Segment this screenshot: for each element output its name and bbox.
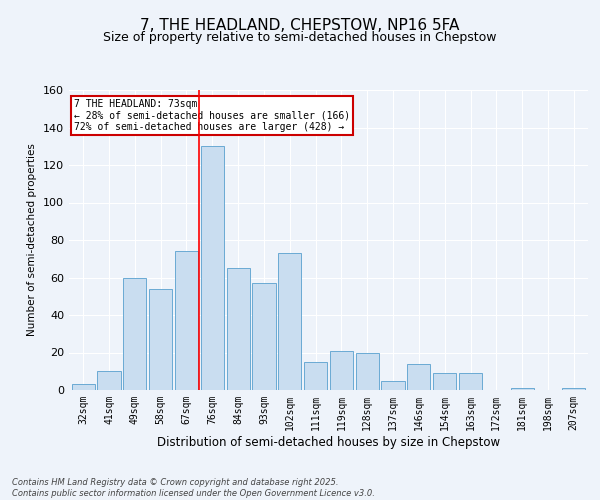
Bar xyxy=(97,371,121,390)
Text: Size of property relative to semi-detached houses in Chepstow: Size of property relative to semi-detach… xyxy=(103,31,497,44)
Bar xyxy=(71,384,95,390)
Bar xyxy=(562,388,586,390)
Bar xyxy=(227,268,250,390)
Text: 7, THE HEADLAND, CHEPSTOW, NP16 5FA: 7, THE HEADLAND, CHEPSTOW, NP16 5FA xyxy=(140,18,460,32)
Bar xyxy=(433,373,457,390)
Bar xyxy=(123,278,146,390)
Bar xyxy=(407,364,430,390)
Bar xyxy=(330,350,353,390)
Bar xyxy=(304,362,327,390)
Bar xyxy=(278,253,301,390)
Bar xyxy=(149,289,172,390)
Bar xyxy=(200,146,224,390)
Bar xyxy=(253,283,275,390)
Bar xyxy=(382,380,404,390)
Text: Contains HM Land Registry data © Crown copyright and database right 2025.
Contai: Contains HM Land Registry data © Crown c… xyxy=(12,478,375,498)
Text: 7 THE HEADLAND: 73sqm
← 28% of semi-detached houses are smaller (166)
72% of sem: 7 THE HEADLAND: 73sqm ← 28% of semi-deta… xyxy=(74,99,350,132)
X-axis label: Distribution of semi-detached houses by size in Chepstow: Distribution of semi-detached houses by … xyxy=(157,436,500,448)
Bar xyxy=(356,352,379,390)
Bar xyxy=(459,373,482,390)
Bar xyxy=(511,388,534,390)
Y-axis label: Number of semi-detached properties: Number of semi-detached properties xyxy=(28,144,37,336)
Bar xyxy=(175,251,198,390)
